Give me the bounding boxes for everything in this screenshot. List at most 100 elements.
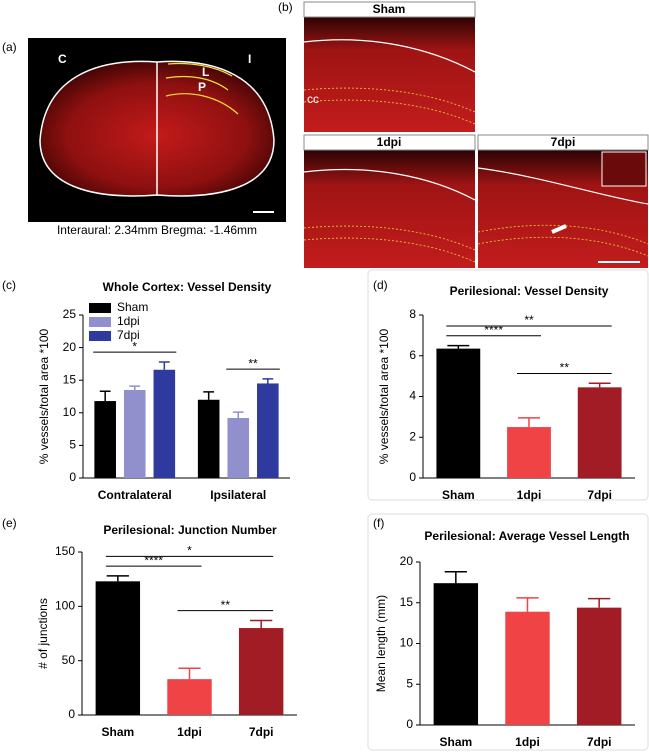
y-tick-label: 15 (63, 372, 77, 386)
chart-title: Perilesional: Vessel Density (450, 284, 609, 298)
significance-label: ** (248, 356, 258, 370)
image-header (303, 134, 476, 151)
bar (505, 611, 550, 725)
outline (303, 168, 476, 201)
significance-label: **** (144, 553, 163, 567)
x-tick-label: 1dpi (517, 488, 542, 502)
y-axis-label: # of junctions (36, 598, 50, 669)
bar (433, 583, 479, 725)
outline (477, 167, 649, 205)
chart-title: Perilesional: Average Vessel Length (424, 529, 629, 543)
caption: Interaural: 2.34mm Bregma: -1.46mm (57, 223, 257, 237)
legend-label: Sham (117, 300, 148, 314)
arrow (551, 224, 567, 234)
region-line (167, 62, 233, 77)
y-tick-label: 50 (62, 653, 76, 667)
inset (601, 151, 647, 187)
error-bar (129, 385, 141, 390)
bar (94, 401, 116, 478)
x-tick-label: 7dpi (587, 488, 612, 502)
error-bar (518, 417, 540, 428)
error-bar (447, 344, 470, 349)
bar (197, 399, 220, 478)
hemisphere-label: I (248, 52, 251, 66)
legend-label: 1dpi (117, 314, 140, 328)
error-bar (250, 619, 273, 629)
image (304, 150, 475, 268)
x-tick-label: Sham (101, 725, 134, 739)
panel-frame (367, 513, 649, 751)
error-bar (178, 667, 201, 680)
panel-label: (c) (2, 278, 16, 292)
bar (257, 383, 279, 478)
y-tick-label: 0 (68, 707, 75, 721)
chart-title: Perilesional: Junction Number (103, 523, 277, 537)
bar (436, 348, 481, 478)
significance-label: ** (560, 361, 570, 375)
error-bar (158, 361, 170, 370)
y-tick-label: 15 (400, 595, 414, 609)
error-bar (588, 382, 611, 388)
bar (123, 389, 146, 478)
significance-label: * (187, 544, 192, 558)
error-bar (232, 411, 244, 419)
image-title: 7dpi (551, 135, 576, 149)
x-tick-label: 7dpi (249, 725, 274, 739)
x-tick-label: Ipsilateral (210, 488, 266, 502)
significance-label: ** (524, 313, 534, 327)
bar (95, 581, 141, 715)
x-tick-label: Sham (439, 735, 472, 749)
y-tick-label: 5 (406, 676, 413, 690)
y-tick-label: 4 (409, 389, 416, 403)
error-bar (588, 597, 611, 608)
panel-frame (367, 269, 649, 501)
y-axis-label: Mean length (mm) (374, 595, 388, 692)
panel-label: (b) (278, 0, 293, 14)
region-line (165, 75, 229, 91)
y-tick-label: 8 (409, 307, 416, 321)
image-title: 1dpi (377, 135, 402, 149)
significance-label: * (132, 339, 137, 353)
region-line (165, 93, 239, 115)
error-bar (516, 597, 539, 612)
bar (577, 387, 622, 478)
y-tick-label: 20 (400, 554, 414, 568)
cc-line (303, 225, 476, 263)
bar (238, 628, 284, 715)
y-tick-label: 25 (63, 307, 77, 321)
y-tick-label: 2 (409, 429, 416, 443)
y-tick-label: 20 (63, 340, 77, 354)
significance-label: ** (221, 598, 231, 612)
y-tick-label: 6 (409, 348, 416, 362)
error-bar (99, 390, 111, 402)
x-tick-label: 1dpi (515, 735, 540, 749)
error-bar (444, 571, 467, 584)
image-title: Sham (373, 2, 406, 16)
image-header (303, 1, 476, 18)
y-tick-label: 150 (55, 544, 75, 558)
bar (227, 418, 250, 478)
x-tick-label: Contralateral (98, 488, 172, 502)
legend-label: 7dpi (117, 328, 140, 342)
y-tick-label: 0 (69, 470, 76, 484)
hemisphere-label: C (58, 52, 67, 66)
x-tick-label: Sham (442, 488, 475, 502)
panel-label: (e) (2, 516, 17, 530)
legend-swatch (89, 303, 111, 313)
panel-label: (a) (2, 40, 17, 54)
image-b1: Sham cc (303, 1, 476, 132)
image (304, 16, 475, 132)
y-tick-label: 10 (400, 636, 414, 650)
region-label: L (202, 65, 209, 79)
bar (153, 369, 176, 478)
y-axis-label: % vessels/total area *100 (37, 328, 51, 464)
y-tick-label: 100 (55, 599, 75, 613)
panel-label: (f) (373, 516, 384, 530)
image-b2: 1dpi (303, 134, 476, 268)
x-tick-label: 1dpi (177, 725, 202, 739)
image-b3: 7dpi (477, 134, 649, 268)
error-bar (262, 378, 274, 384)
chart-title: Whole Cortex: Vessel Density (103, 280, 272, 294)
y-tick-label: 5 (69, 438, 76, 452)
